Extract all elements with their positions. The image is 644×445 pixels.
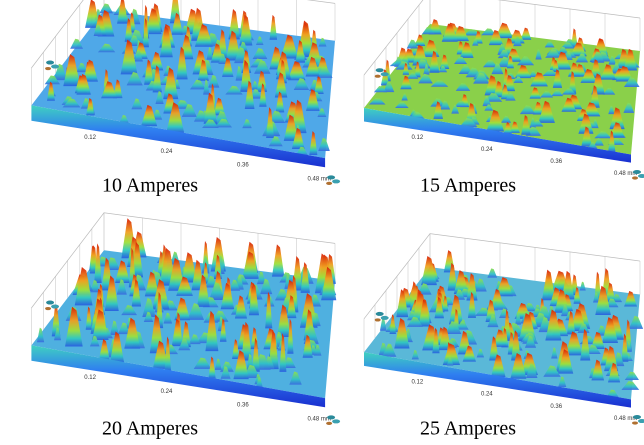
axis-tick-label: 0.36 <box>237 163 249 169</box>
orientation-icon <box>381 316 389 320</box>
axis-tick-label: 0.24 <box>161 149 173 155</box>
orientation-icon <box>375 75 381 78</box>
surface-peak <box>270 15 278 40</box>
orientation-icon <box>45 307 51 310</box>
orientation-icon <box>633 170 641 174</box>
figure: 0.120.240.360.48 mm10 Amperes0.120.240.3… <box>0 0 644 445</box>
axis-tick-label: 0.12 <box>412 135 424 141</box>
axis-tick-label: 0.24 <box>161 389 173 395</box>
orientation-icon <box>376 312 384 316</box>
axis-tick-label: 0.12 <box>412 379 424 385</box>
surface-plot: 0.120.240.360.48 mm <box>31 213 340 425</box>
surface-peak <box>580 282 586 291</box>
surface-plot: 0.120.240.360.48 mm <box>31 0 340 185</box>
orientation-icon <box>638 419 644 423</box>
axis-tick-label: 0.36 <box>550 159 562 165</box>
caption: 15 Amperes <box>420 175 516 197</box>
orientation-icon <box>632 421 638 424</box>
orientation-icon <box>332 179 340 183</box>
surface-plot: 0.120.240.360.48 mm <box>364 234 644 425</box>
caption: 10 Amperes <box>102 175 198 197</box>
caption: 25 Amperes <box>420 418 516 440</box>
orientation-icon <box>45 67 51 70</box>
orientation-icon <box>326 182 332 185</box>
orientation-icon <box>46 61 54 65</box>
caption: 20 Amperes <box>102 418 198 440</box>
orientation-icon <box>46 301 54 305</box>
axis-tick-label: 0.24 <box>481 392 493 398</box>
orientation-icon <box>51 65 59 69</box>
orientation-icon <box>327 175 335 179</box>
axis-tick-label: 0.12 <box>84 375 96 381</box>
orientation-icon <box>376 68 384 72</box>
axis-tick-label: 0.12 <box>84 135 96 141</box>
orientation-icon <box>633 415 641 419</box>
axis-tick-label: 0.36 <box>550 404 562 410</box>
orientation-icon <box>51 305 59 309</box>
orientation-icon <box>638 174 644 178</box>
surface-plot: 0.120.240.360.48 mm <box>364 0 644 180</box>
orientation-icon <box>332 419 340 423</box>
surface-peak <box>487 268 497 277</box>
axis-tick-label: 0.36 <box>237 403 249 409</box>
axis-tick-label: 0.24 <box>481 147 493 153</box>
orientation-icon <box>381 72 389 76</box>
orientation-icon <box>375 318 381 321</box>
surface-peak <box>521 28 532 40</box>
orientation-icon <box>326 422 332 425</box>
orientation-icon <box>327 415 335 419</box>
surface-peak <box>272 244 284 276</box>
orientation-icon <box>632 176 638 179</box>
